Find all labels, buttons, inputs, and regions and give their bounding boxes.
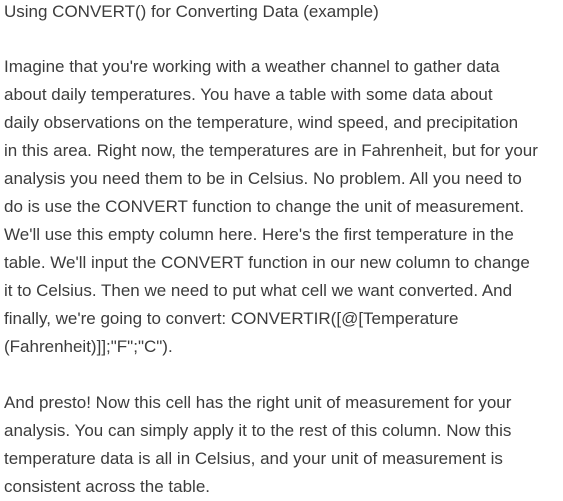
paragraph-line: daily observations on the temperature, w…	[4, 113, 519, 132]
paragraph-line: finally, we're going to convert: CONVERT…	[4, 309, 459, 328]
paragraph-intro: Imagine that you're working with a weath…	[4, 53, 560, 361]
paragraph-conclusion: And presto! Now this cell has the right …	[4, 389, 560, 501]
paragraph-line: temperature data is all in Celsius, and …	[4, 449, 503, 468]
paragraph-line: in this area. Right now, the temperature…	[4, 141, 538, 160]
document-page: Using CONVERT() for Converting Data (exa…	[4, 0, 560, 496]
paragraph-line: consistent across the table.	[4, 477, 211, 496]
paragraph-line: table. We'll input the CONVERT function …	[4, 253, 530, 272]
document-title: Using CONVERT() for Converting Data (exa…	[4, 2, 379, 21]
paragraph-line: analysis. You can simply apply it to the…	[4, 421, 512, 440]
paragraph-line: And presto! Now this cell has the right …	[4, 393, 512, 412]
paragraph-line: analysis you need them to be in Celsius.…	[4, 169, 522, 188]
paragraph-line: Imagine that you're working with a weath…	[4, 57, 500, 76]
paragraph-line: about daily temperatures. You have a tab…	[4, 85, 493, 104]
paragraph-line: (Fahrenheit)]];"F";"C").	[4, 337, 173, 356]
paragraph-line: it to Celsius. Then we need to put what …	[4, 281, 513, 300]
paragraph-line: We'll use this empty column here. Here's…	[4, 225, 514, 244]
paragraph-line: do is use the CONVERT function to change…	[4, 197, 525, 216]
